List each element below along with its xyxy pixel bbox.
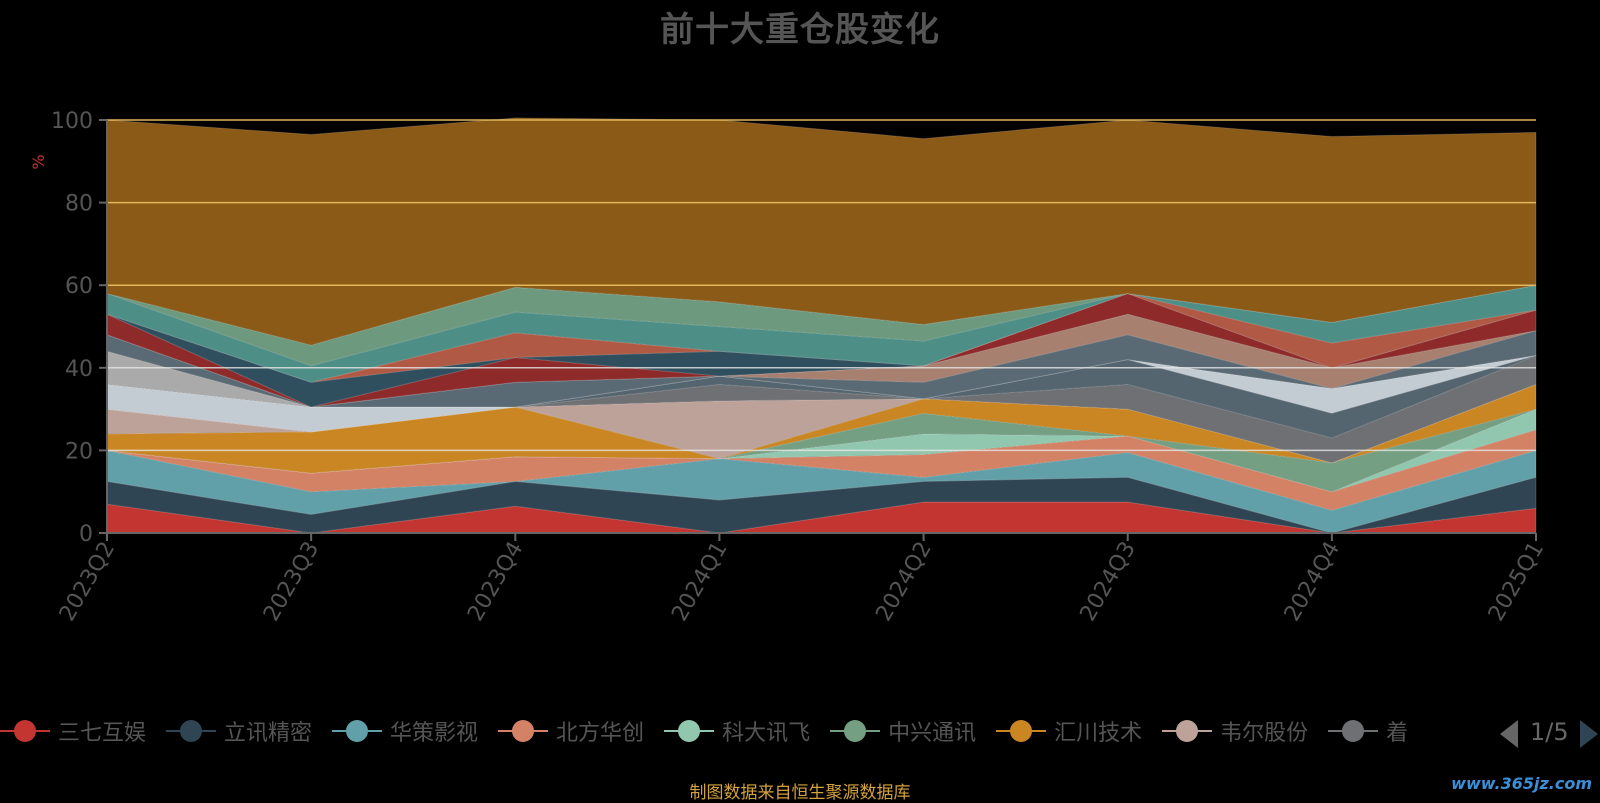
legend-swatch: [332, 719, 383, 743]
x-tick-label: 2025Q1: [1484, 538, 1549, 626]
legend-swatch: [0, 719, 50, 743]
legend-item[interactable]: 科大讯飞: [664, 715, 810, 747]
legend-item[interactable]: 中兴通讯: [830, 715, 976, 747]
legend-item[interactable]: 韦尔股份: [1162, 715, 1308, 747]
area-series-3[interactable]: [106, 449, 1537, 534]
legend-pager: 1/5: [1500, 716, 1600, 752]
legend-item[interactable]: 华策影视: [332, 715, 478, 747]
y-tick-label: 80: [65, 192, 93, 217]
legend-label: 立讯精密: [224, 721, 313, 746]
area-series-8[interactable]: [106, 383, 1537, 464]
legend-swatch: [498, 719, 549, 743]
legend: 三七互娱 立讯精密 华策影视 北方华创 科大讯飞 中兴通讯 汇川技术 韦尔股份 着: [0, 715, 1480, 755]
x-tick-label: 2024Q3: [1076, 538, 1141, 626]
legend-dot-icon: [844, 720, 867, 742]
legend-dot-icon: [1010, 720, 1033, 742]
x-tick-label: 2024Q1: [667, 538, 732, 626]
area-series-20[interactable]: [106, 117, 1537, 346]
x-tick-label: 2023Q4: [463, 538, 528, 626]
stacked-area-chart: 0 20 40 60 80 100 2023Q2 2023Q3 2023Q4 2024Q1 2024…: [29, 109, 1549, 626]
y-tick-label: 0: [79, 522, 93, 547]
legend-label: 汇川技术: [1054, 721, 1143, 746]
series-areas: [106, 117, 1537, 534]
x-tick-label: 2024Q2: [871, 538, 936, 626]
legend-next-icon[interactable]: [1580, 720, 1598, 748]
x-tick-label: 2023Q2: [55, 538, 120, 626]
legend-swatch: [996, 719, 1047, 743]
legend-swatch: [1162, 719, 1213, 743]
legend-label: 着: [1386, 721, 1409, 746]
legend-label: 韦尔股份: [1220, 721, 1309, 746]
legend-label: 中兴通讯: [888, 721, 977, 746]
legend-item[interactable]: 立讯精密: [166, 715, 312, 747]
legend-item[interactable]: 汇川技术: [996, 715, 1142, 747]
watermark: www.365jz.com: [1451, 774, 1592, 793]
legend-swatch: [664, 719, 715, 743]
data-source-note: 制图数据来自恒生聚源数据库: [689, 783, 911, 803]
legend-label: 科大讯飞: [722, 721, 811, 746]
y-axis-unit: %: [29, 154, 48, 169]
legend-item[interactable]: 三七互娱: [0, 715, 146, 747]
legend-item[interactable]: 着: [1328, 715, 1408, 747]
area-series-11[interactable]: [106, 354, 1537, 433]
legend-prev-icon[interactable]: [1500, 720, 1518, 748]
legend-dot-icon: [346, 720, 369, 742]
legend-label: 北方华创: [556, 721, 645, 746]
legend-dot-icon: [1342, 720, 1365, 742]
x-tick-label: 2023Q3: [259, 538, 324, 626]
legend-dot-icon: [512, 720, 535, 742]
y-tick-label: 100: [51, 109, 93, 134]
legend-label: 三七互娱: [58, 721, 147, 746]
y-tick-label: 40: [65, 357, 93, 382]
legend-swatch: [830, 719, 881, 743]
y-tick-label: 20: [65, 439, 93, 464]
legend-dot-icon: [1176, 720, 1199, 742]
legend-dot-icon: [180, 720, 203, 742]
area-series-9[interactable]: [106, 354, 1537, 464]
legend-swatch: [1328, 719, 1379, 743]
area-series-13[interactable]: [106, 329, 1537, 408]
x-tick-label: 2024Q4: [1280, 538, 1345, 626]
legend-dot-icon: [14, 720, 36, 742]
legend-swatch: [166, 719, 217, 743]
legend-label: 华策影视: [390, 721, 479, 746]
legend-item[interactable]: 北方华创: [498, 715, 644, 747]
chart-title: 前十大重仓股变化: [660, 10, 940, 50]
y-tick-label: 60: [65, 274, 93, 299]
legend-page-indicator: 1/5: [1530, 718, 1569, 746]
legend-dot-icon: [678, 720, 701, 742]
